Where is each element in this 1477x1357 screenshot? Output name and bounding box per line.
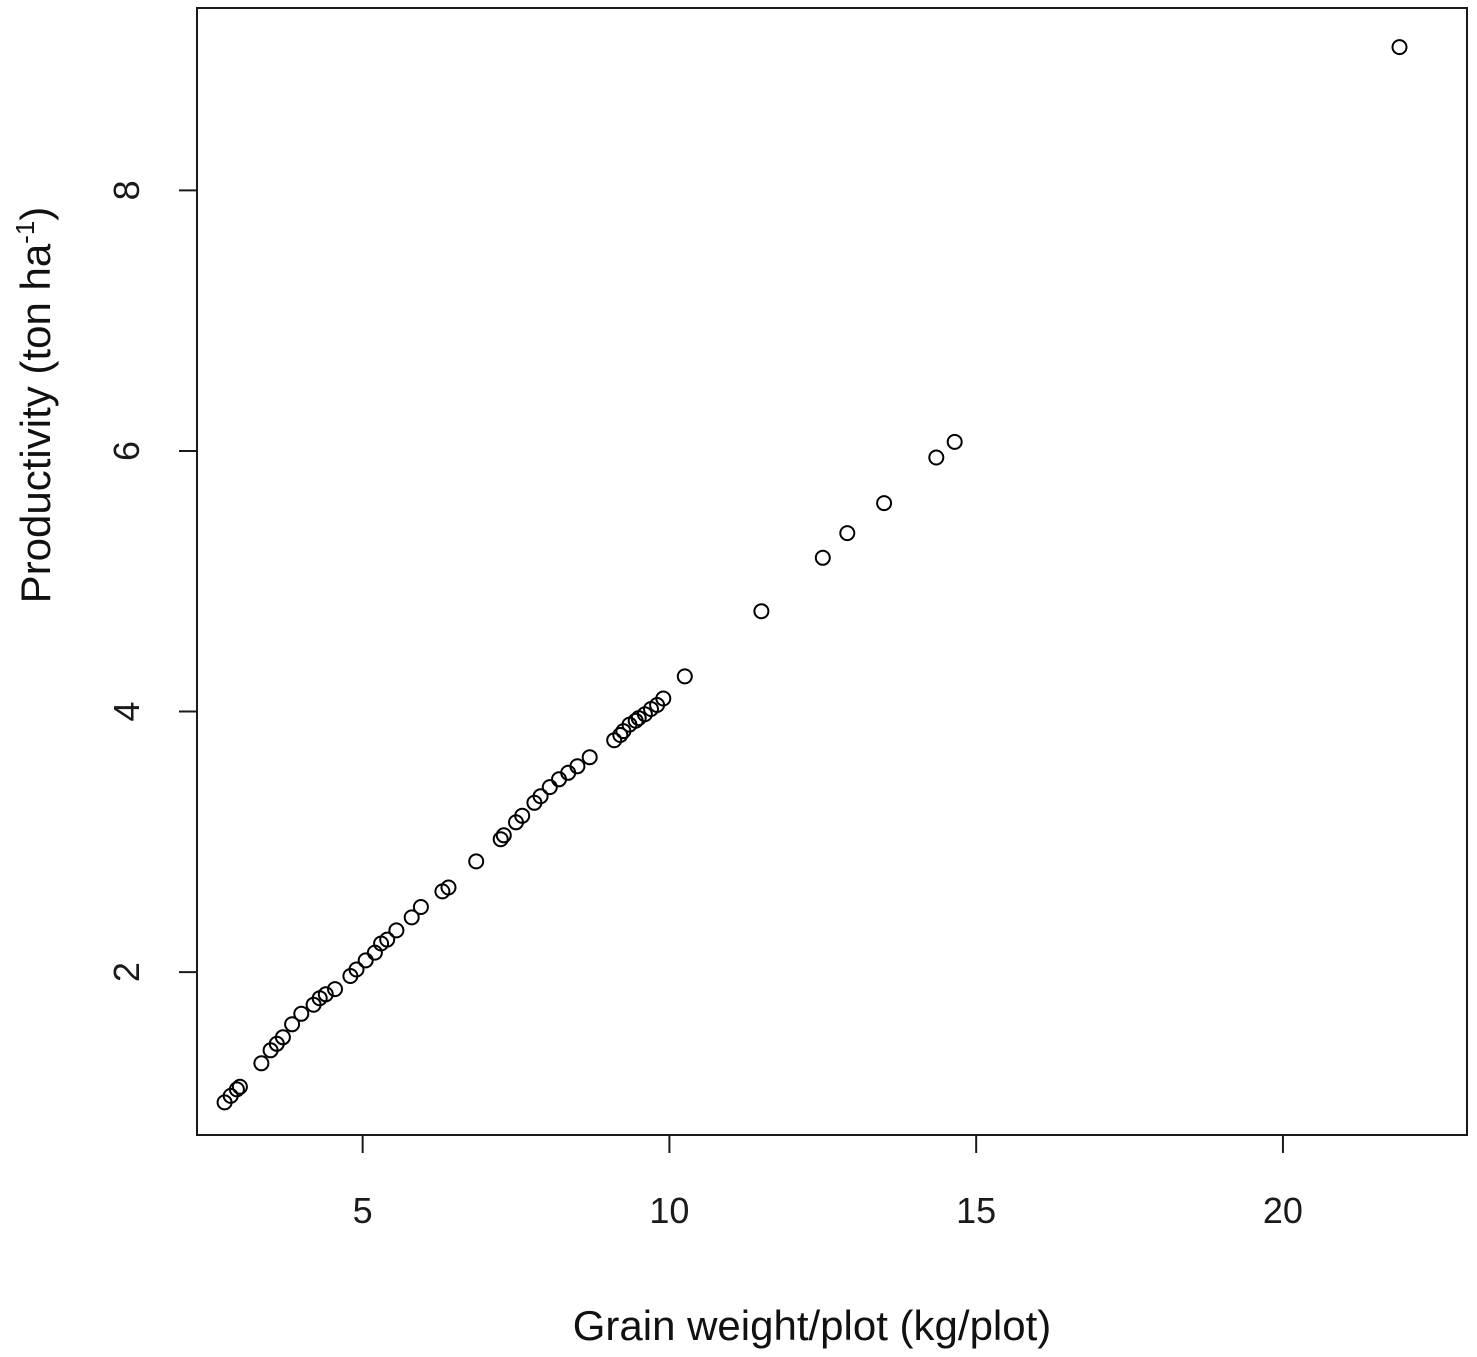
data-point (655, 690, 672, 707)
x-axis: 5 10 15 20 (353, 1135, 1303, 1231)
y-axis-title: Productivity (ton ha-1) (10, 207, 59, 604)
data-point (532, 788, 549, 805)
data-points (216, 39, 1408, 1111)
x-tick-label-5: 5 (353, 1190, 373, 1231)
x-tick-label-10: 10 (649, 1190, 689, 1231)
data-point (440, 879, 457, 896)
data-point (814, 549, 831, 566)
data-point (1391, 39, 1408, 56)
x-tick-label-20: 20 (1263, 1190, 1303, 1231)
x-axis-title: Grain weight/plot (kg/plot) (573, 1302, 1052, 1349)
y-tick-label-4: 4 (106, 702, 147, 722)
data-point (468, 853, 485, 870)
data-point (357, 952, 374, 969)
y-axis: 2 4 6 8 (106, 180, 197, 982)
data-point (317, 986, 334, 1003)
data-point (348, 961, 365, 978)
data-point (612, 727, 629, 743)
y-tick-label-8: 8 (106, 180, 147, 200)
data-point (569, 758, 586, 775)
data-point (327, 981, 343, 998)
data-point (412, 899, 429, 915)
data-point (228, 1081, 245, 1098)
y-tick-label-6: 6 (106, 441, 147, 461)
data-point (876, 495, 893, 512)
y-tick-label-2: 2 (106, 962, 147, 982)
data-point (839, 525, 856, 542)
data-point (274, 1029, 291, 1046)
data-point (541, 779, 558, 796)
x-tick-label-15: 15 (956, 1190, 996, 1231)
data-point (753, 603, 770, 620)
data-point (514, 807, 531, 824)
data-point (379, 931, 396, 948)
data-point (946, 433, 963, 450)
y-axis-title-main: Productivity (ton ha (12, 243, 59, 603)
data-point (231, 1078, 248, 1095)
data-point (253, 1055, 270, 1072)
data-point (403, 909, 420, 926)
data-point (388, 922, 405, 939)
y-axis-title-superscript: -1 (10, 221, 40, 244)
data-point (284, 1016, 301, 1033)
data-point (495, 827, 512, 844)
data-point (581, 749, 598, 766)
data-point (293, 1005, 310, 1022)
data-point (492, 831, 509, 848)
y-axis-title-close: ) (12, 207, 59, 221)
plot-frame (196, 7, 1468, 1136)
data-point (928, 449, 945, 466)
data-point (676, 668, 693, 685)
